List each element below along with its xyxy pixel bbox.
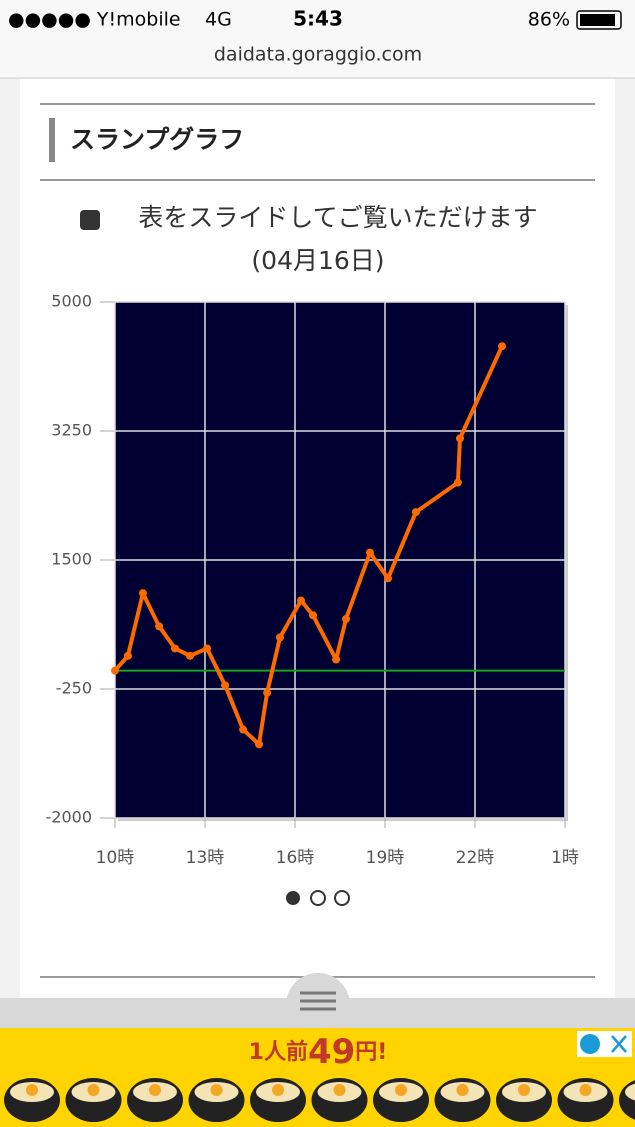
data-point — [342, 614, 350, 623]
bowls — [4, 1078, 635, 1122]
x-tick-label: 1時 — [551, 848, 579, 868]
chart: -2000 -250 1500 3250 5000 10時 13時 16時 19時 22時 1時 — [46, 292, 579, 869]
network: 4G — [205, 9, 232, 31]
y-tick-label: 5000 — [51, 292, 92, 311]
data-point — [123, 651, 132, 660]
x-tick-label: 13時 — [186, 848, 225, 868]
section-title: スランプグラフ — [70, 125, 244, 154]
ad-text: 1人前49円! — [249, 1032, 388, 1072]
bowl-egg — [333, 1084, 346, 1096]
page-dot[interactable] — [286, 891, 300, 905]
data-point — [171, 644, 179, 653]
bowl-egg — [87, 1084, 100, 1096]
x-tick-label: 22時 — [456, 848, 495, 868]
data-point — [456, 434, 464, 443]
data-point — [366, 548, 374, 557]
bowl-egg — [395, 1084, 407, 1096]
data-point — [297, 596, 305, 605]
date: (04月16日) — [251, 246, 384, 275]
ad-price: 49 — [308, 1032, 355, 1072]
data-point — [411, 508, 420, 517]
data-point — [111, 666, 119, 675]
page-dot[interactable] — [310, 890, 326, 906]
ad-handle[interactable] — [286, 973, 350, 1037]
battery-text: 86% — [528, 9, 570, 31]
data-point — [332, 655, 341, 664]
y-tick-label: 1500 — [51, 550, 92, 569]
bowl-egg — [456, 1084, 469, 1096]
bowl-egg — [272, 1084, 284, 1096]
bowl-egg — [26, 1084, 38, 1096]
y-tick-label: -250 — [56, 679, 92, 698]
data-point — [221, 681, 230, 690]
browser-bar — [0, 0, 635, 78]
data-point — [276, 633, 284, 642]
x-tick-label: 10時 — [96, 848, 135, 868]
series-line — [113, 345, 504, 747]
bowl-food — [625, 1083, 635, 1101]
ad-info[interactable] — [580, 1034, 600, 1054]
ad-prefix: 1人前 — [249, 1039, 308, 1065]
bowl-egg — [149, 1084, 161, 1096]
x-tick-label: 19時 — [366, 848, 405, 868]
y-tick-label: 3250 — [51, 421, 92, 440]
data-point — [155, 622, 164, 631]
bowl-egg — [210, 1084, 223, 1096]
ad-suffix: 円! — [355, 1040, 387, 1065]
data-point — [138, 589, 147, 598]
ad-x — [611, 1035, 627, 1053]
clock: 5:43 — [293, 7, 343, 31]
y-tick-label: -2000 — [46, 808, 93, 827]
data-point — [453, 478, 462, 487]
data-point — [255, 740, 263, 749]
x-tick-label: 16時 — [276, 848, 315, 868]
bowl-egg — [579, 1084, 592, 1096]
data-point — [309, 611, 317, 620]
data-point — [498, 342, 506, 351]
menu-icon — [300, 991, 336, 1011]
data-point — [186, 651, 194, 660]
battery-fill — [580, 14, 615, 26]
page-dot[interactable] — [334, 890, 350, 906]
data-point — [203, 644, 212, 653]
data-point — [263, 688, 272, 697]
url[interactable]: daidata.goraggio.com — [214, 44, 422, 66]
hint: 表をスライドしてご覧いただけます — [138, 203, 537, 232]
carrier: ●●●●● Y!mobile — [8, 9, 181, 31]
data-point — [384, 574, 392, 583]
hand-icon — [80, 210, 100, 230]
heading-bar — [49, 118, 55, 162]
data-point — [239, 725, 248, 734]
battery-icon — [576, 10, 622, 30]
bowl-egg — [518, 1084, 530, 1096]
